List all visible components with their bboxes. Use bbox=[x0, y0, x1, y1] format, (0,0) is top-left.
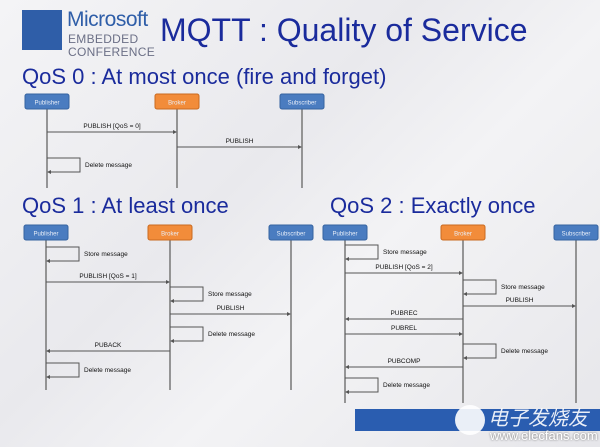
message-label: PUBLISH [QoS = 0] bbox=[83, 123, 140, 130]
self-message-label: Delete message bbox=[501, 348, 548, 355]
watermark-logo-icon bbox=[455, 405, 485, 435]
message-label: PUBLISH bbox=[226, 138, 254, 145]
heading-qos2: QoS 2 : Exactly once bbox=[330, 193, 536, 218]
actor-label: Broker bbox=[161, 232, 179, 238]
self-message-arrow bbox=[46, 246, 80, 262]
watermark-url: www.elecfans.com bbox=[490, 428, 598, 443]
arrowhead-icon bbox=[345, 365, 349, 369]
message-label: PUBLISH bbox=[506, 297, 534, 304]
arrowhead-icon bbox=[459, 271, 463, 275]
self-message-arrow bbox=[463, 343, 497, 359]
watermark-text: 电子发烧友 bbox=[488, 408, 588, 430]
actor-label: Subscriber bbox=[277, 232, 306, 238]
self-message-label: Delete message bbox=[85, 162, 132, 169]
arrowhead-icon bbox=[166, 280, 170, 284]
arrowhead-icon bbox=[170, 339, 174, 343]
slide-title: MQTT : Quality of Service bbox=[160, 12, 528, 48]
actor-box-subscriber bbox=[279, 93, 325, 110]
arrowhead-icon bbox=[170, 299, 174, 303]
arrowhead-icon bbox=[287, 312, 291, 316]
self-message-arrow bbox=[345, 244, 379, 260]
arrowhead-icon bbox=[47, 170, 51, 174]
arrowhead-icon bbox=[46, 375, 50, 379]
actor-label: Subscriber bbox=[562, 232, 591, 238]
actor-box-broker bbox=[147, 224, 193, 241]
actor-box-broker bbox=[440, 224, 486, 241]
actor-label: Publisher bbox=[33, 232, 58, 238]
message-label: PUBLISH [QoS = 2] bbox=[375, 264, 432, 271]
actor-box-broker bbox=[154, 93, 200, 110]
message-label: PUBREL bbox=[391, 325, 417, 332]
actor-label: Publisher bbox=[332, 232, 357, 238]
self-message-label: Delete message bbox=[208, 331, 255, 338]
heading-qos1: QoS 1 : At least once bbox=[22, 193, 229, 218]
arrowhead-icon bbox=[298, 145, 302, 149]
arrowhead-icon bbox=[46, 259, 50, 263]
message-label: PUBLISH [QoS = 1] bbox=[79, 273, 136, 280]
self-message-arrow bbox=[463, 279, 497, 295]
logo-text-embedded: EMBEDDED bbox=[68, 32, 139, 46]
conference-logo-icon bbox=[22, 10, 62, 50]
heading-qos0: QoS 0 : At most once (fire and forget) bbox=[22, 64, 387, 89]
arrowhead-icon bbox=[46, 349, 50, 353]
arrowhead-icon bbox=[463, 292, 467, 296]
actor-box-publisher bbox=[23, 224, 69, 241]
logo-text-microsoft: Microsoft bbox=[67, 8, 148, 31]
actor-box-subscriber bbox=[553, 224, 599, 241]
self-message-arrow bbox=[170, 286, 204, 302]
arrowhead-icon bbox=[459, 332, 463, 336]
arrowhead-icon bbox=[345, 390, 349, 394]
message-label: PUBLISH bbox=[217, 305, 245, 312]
actor-label: Publisher bbox=[34, 101, 59, 107]
actor-box-subscriber bbox=[268, 224, 314, 241]
arrowhead-icon bbox=[345, 317, 349, 321]
actor-box-publisher bbox=[24, 93, 70, 110]
actor-label: Subscriber bbox=[288, 101, 317, 107]
message-label: PUBCOMP bbox=[388, 358, 421, 365]
logo-text-conference: CONFERENCE bbox=[68, 45, 156, 59]
self-message-arrow bbox=[47, 157, 81, 173]
actor-label: Broker bbox=[168, 101, 186, 107]
actor-box-publisher bbox=[322, 224, 368, 241]
arrowhead-icon bbox=[463, 356, 467, 360]
self-message-label: Store message bbox=[501, 284, 545, 291]
self-message-arrow bbox=[46, 362, 80, 378]
self-message-label: Delete message bbox=[383, 382, 430, 389]
self-message-arrow bbox=[170, 326, 204, 342]
self-message-arrow bbox=[345, 377, 379, 393]
actor-label: Broker bbox=[454, 232, 472, 238]
message-label: PUBACK bbox=[95, 342, 122, 349]
self-message-label: Delete message bbox=[84, 367, 131, 374]
arrowhead-icon bbox=[173, 130, 177, 134]
self-message-label: Store message bbox=[84, 251, 128, 258]
self-message-label: Store message bbox=[383, 249, 427, 256]
arrowhead-icon bbox=[572, 304, 576, 308]
self-message-label: Store message bbox=[208, 291, 252, 298]
arrowhead-icon bbox=[345, 257, 349, 261]
message-label: PUBREC bbox=[390, 310, 417, 317]
